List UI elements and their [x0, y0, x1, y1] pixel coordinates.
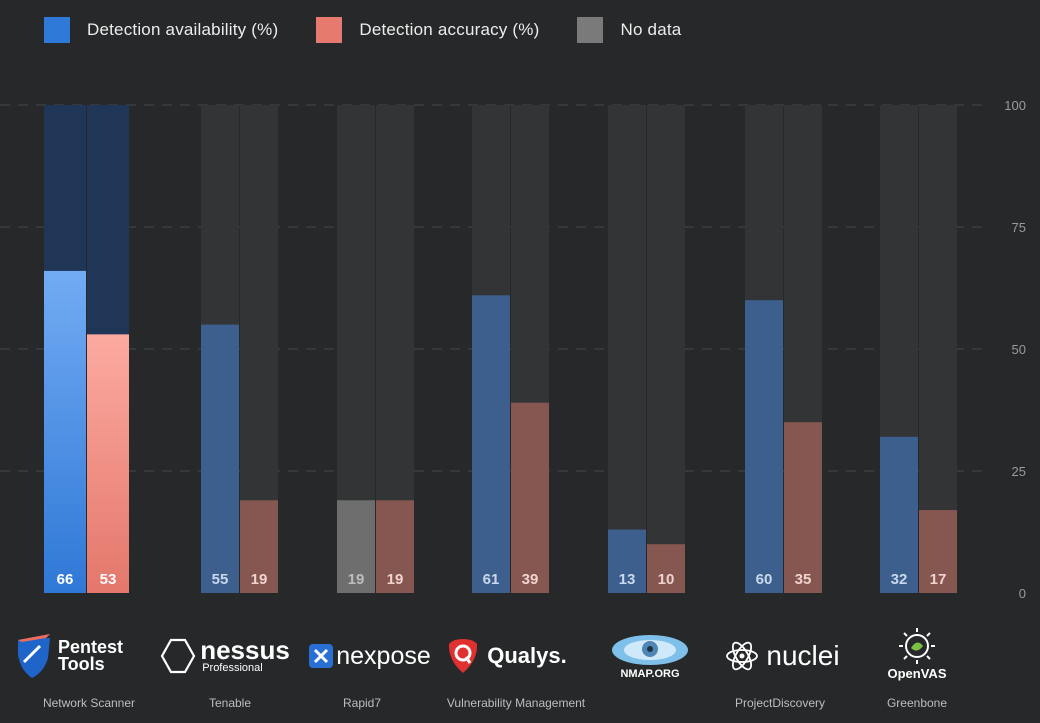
- y-tick-label-25: 25: [1012, 464, 1026, 479]
- y-tick-label-0: 0: [1019, 586, 1026, 601]
- legend-item-accuracy: Detection accuracy (%): [316, 17, 539, 43]
- logo-qualys-text: Qualys.: [487, 643, 567, 668]
- data-label-availability: 60: [756, 571, 773, 588]
- vendor-name-network-scanner: Network Scanner: [42, 696, 136, 710]
- logo-nuclei: nuclei: [718, 630, 846, 682]
- logo-nessus: nessus Professional: [160, 630, 290, 682]
- y-tick-label-75: 75: [1012, 220, 1026, 235]
- legend-item-availability: Detection availability (%): [44, 17, 278, 43]
- vendor-name-rapid7: Rapid7: [342, 696, 382, 710]
- data-label-availability: 66: [57, 571, 74, 588]
- chart-legend: Detection availability (%) Detection acc…: [44, 17, 719, 43]
- logo-nessus-sub: Professional: [202, 662, 263, 674]
- data-label-accuracy: 39: [522, 571, 539, 588]
- bar-availability: [745, 300, 783, 593]
- nexpose-x-icon: [309, 644, 334, 668]
- vendor-name-tenable: Tenable: [208, 696, 252, 710]
- bar-background-accuracy: [647, 105, 685, 593]
- logo-openvas-text: OpenVAS: [887, 665, 947, 681]
- legend-label-nodata: No data: [620, 20, 682, 39]
- openvas-sun-icon: [899, 627, 935, 664]
- logo-nmap: NMAP.ORG: [604, 630, 696, 682]
- bar-background-availability: [608, 105, 646, 593]
- data-label-availability: 32: [891, 571, 908, 588]
- bar-accuracy: [240, 500, 278, 593]
- nuclei-atom-icon: [726, 641, 759, 671]
- vendor-name-qualys: Vulnerability Management: [446, 696, 586, 710]
- bar-availability: [608, 529, 646, 593]
- legend-swatch-accuracy: [316, 17, 343, 43]
- logo-nexpose-text: nexpose: [336, 641, 431, 670]
- legend-item-nodata: No data: [577, 17, 681, 43]
- logo-nexpose: nexpose: [306, 630, 434, 682]
- pentest-shield-icon: [18, 634, 50, 678]
- logo-nessus-text: nessus: [200, 635, 290, 665]
- bar-availability: [201, 324, 239, 593]
- logo-qualys: Qualys.: [444, 630, 570, 682]
- bar-accuracy: [784, 422, 822, 593]
- data-label-availability: 61: [483, 571, 500, 588]
- bar-accuracy: [647, 544, 685, 593]
- legend-swatch-nodata: [577, 17, 604, 43]
- logo-pentest-tools: Pentest Tools: [14, 630, 146, 682]
- legend-label-accuracy: Detection accuracy (%): [359, 20, 540, 39]
- bar-accuracy: [87, 334, 129, 593]
- nessus-hexagon-icon: [160, 638, 196, 674]
- vendor-name-greenbone: Greenbone: [886, 696, 948, 710]
- data-label-accuracy: 19: [251, 571, 268, 588]
- bar-accuracy: [376, 500, 414, 593]
- bar-availability: [472, 295, 510, 593]
- y-tick-label-50: 50: [1012, 342, 1026, 357]
- bar-accuracy: [919, 510, 957, 593]
- bar-accuracy: [511, 402, 549, 593]
- bar-availability: [337, 500, 375, 593]
- logo-pentest-text: Pentest Tools: [58, 637, 124, 674]
- bar-availability: [880, 436, 918, 593]
- data-label-availability: 55: [212, 571, 229, 588]
- data-label-accuracy: 35: [795, 571, 812, 588]
- data-label-accuracy: 19: [387, 571, 404, 588]
- bar-availability: [44, 270, 86, 593]
- data-label-availability: 13: [619, 571, 636, 588]
- logo-openvas: OpenVAS: [876, 622, 958, 684]
- vendor-name-projectdiscovery: ProjectDiscovery: [734, 696, 826, 710]
- legend-label-availability: Detection availability (%): [87, 20, 279, 39]
- y-tick-label-100: 100: [1004, 98, 1026, 113]
- legend-swatch-availability: [44, 17, 70, 43]
- qualys-shield-icon: [449, 639, 478, 673]
- logo-nuclei-text: nuclei: [766, 640, 840, 671]
- nmap-eye-icon: [612, 635, 688, 665]
- data-label-accuracy: 53: [100, 571, 117, 588]
- data-label-accuracy: 10: [658, 571, 675, 588]
- data-label-accuracy: 17: [930, 571, 947, 588]
- data-label-availability: 19: [348, 571, 365, 588]
- logo-nmap-text: NMAP.ORG: [620, 668, 680, 680]
